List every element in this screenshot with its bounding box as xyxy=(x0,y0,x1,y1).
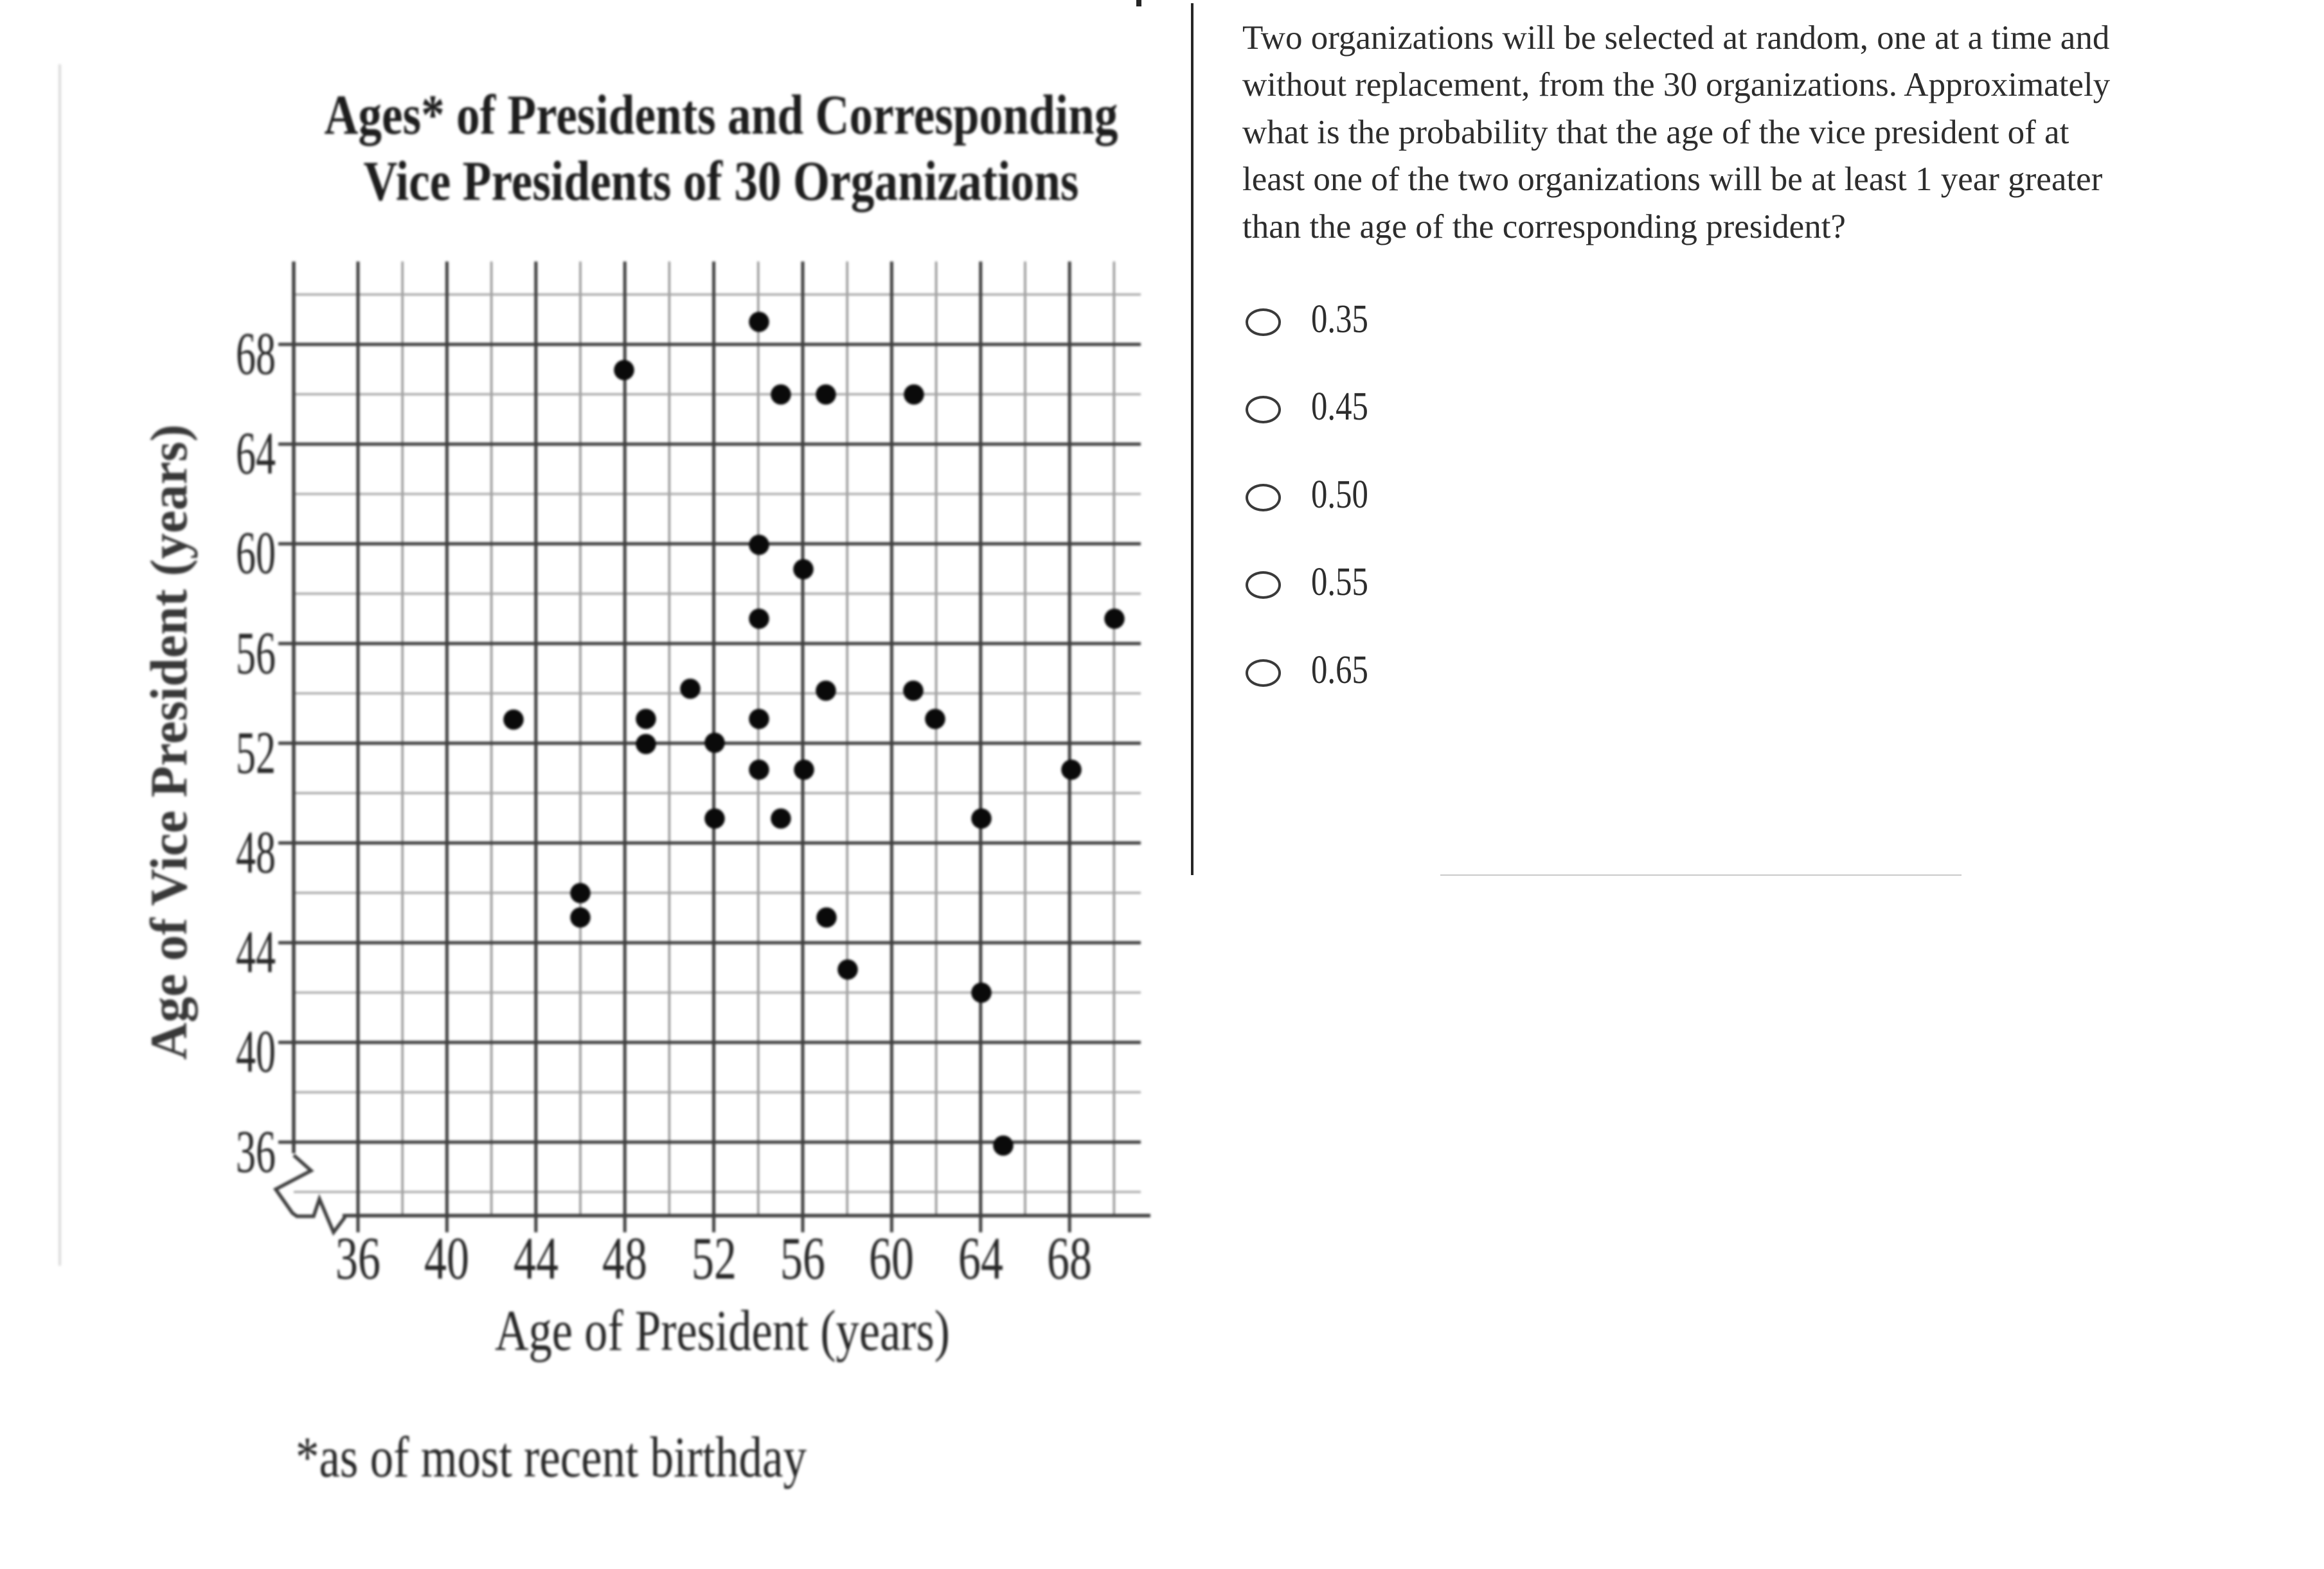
svg-text:40: 40 xyxy=(236,1018,276,1085)
svg-text:68: 68 xyxy=(236,321,276,387)
svg-text:36: 36 xyxy=(335,1225,380,1292)
svg-text:Vice Presidents of 30 Organiza: Vice Presidents of 30 Organizations xyxy=(364,150,1079,213)
svg-text:48: 48 xyxy=(602,1225,647,1292)
svg-text:*as of most recent birthday: *as of most recent birthday xyxy=(296,1426,807,1489)
svg-text:44: 44 xyxy=(514,1225,559,1292)
svg-text:36: 36 xyxy=(236,1119,276,1185)
svg-text:Age of President (years): Age of President (years) xyxy=(495,1299,950,1363)
svg-text:44: 44 xyxy=(236,919,276,986)
svg-text:52: 52 xyxy=(236,720,276,786)
svg-text:Ages* of Presidents and Corres: Ages* of Presidents and Corresponding xyxy=(325,84,1118,146)
svg-text:52: 52 xyxy=(692,1225,737,1292)
svg-text:68: 68 xyxy=(1047,1225,1092,1292)
svg-text:Age of Vice President (years): Age of Vice President (years) xyxy=(139,425,198,1060)
svg-text:48: 48 xyxy=(236,819,276,886)
svg-text:40: 40 xyxy=(424,1225,469,1292)
svg-text:56: 56 xyxy=(780,1225,825,1292)
svg-text:56: 56 xyxy=(236,620,276,687)
svg-text:64: 64 xyxy=(958,1225,1003,1292)
svg-text:60: 60 xyxy=(869,1225,914,1292)
svg-text:64: 64 xyxy=(236,420,276,487)
svg-text:60: 60 xyxy=(236,520,276,587)
